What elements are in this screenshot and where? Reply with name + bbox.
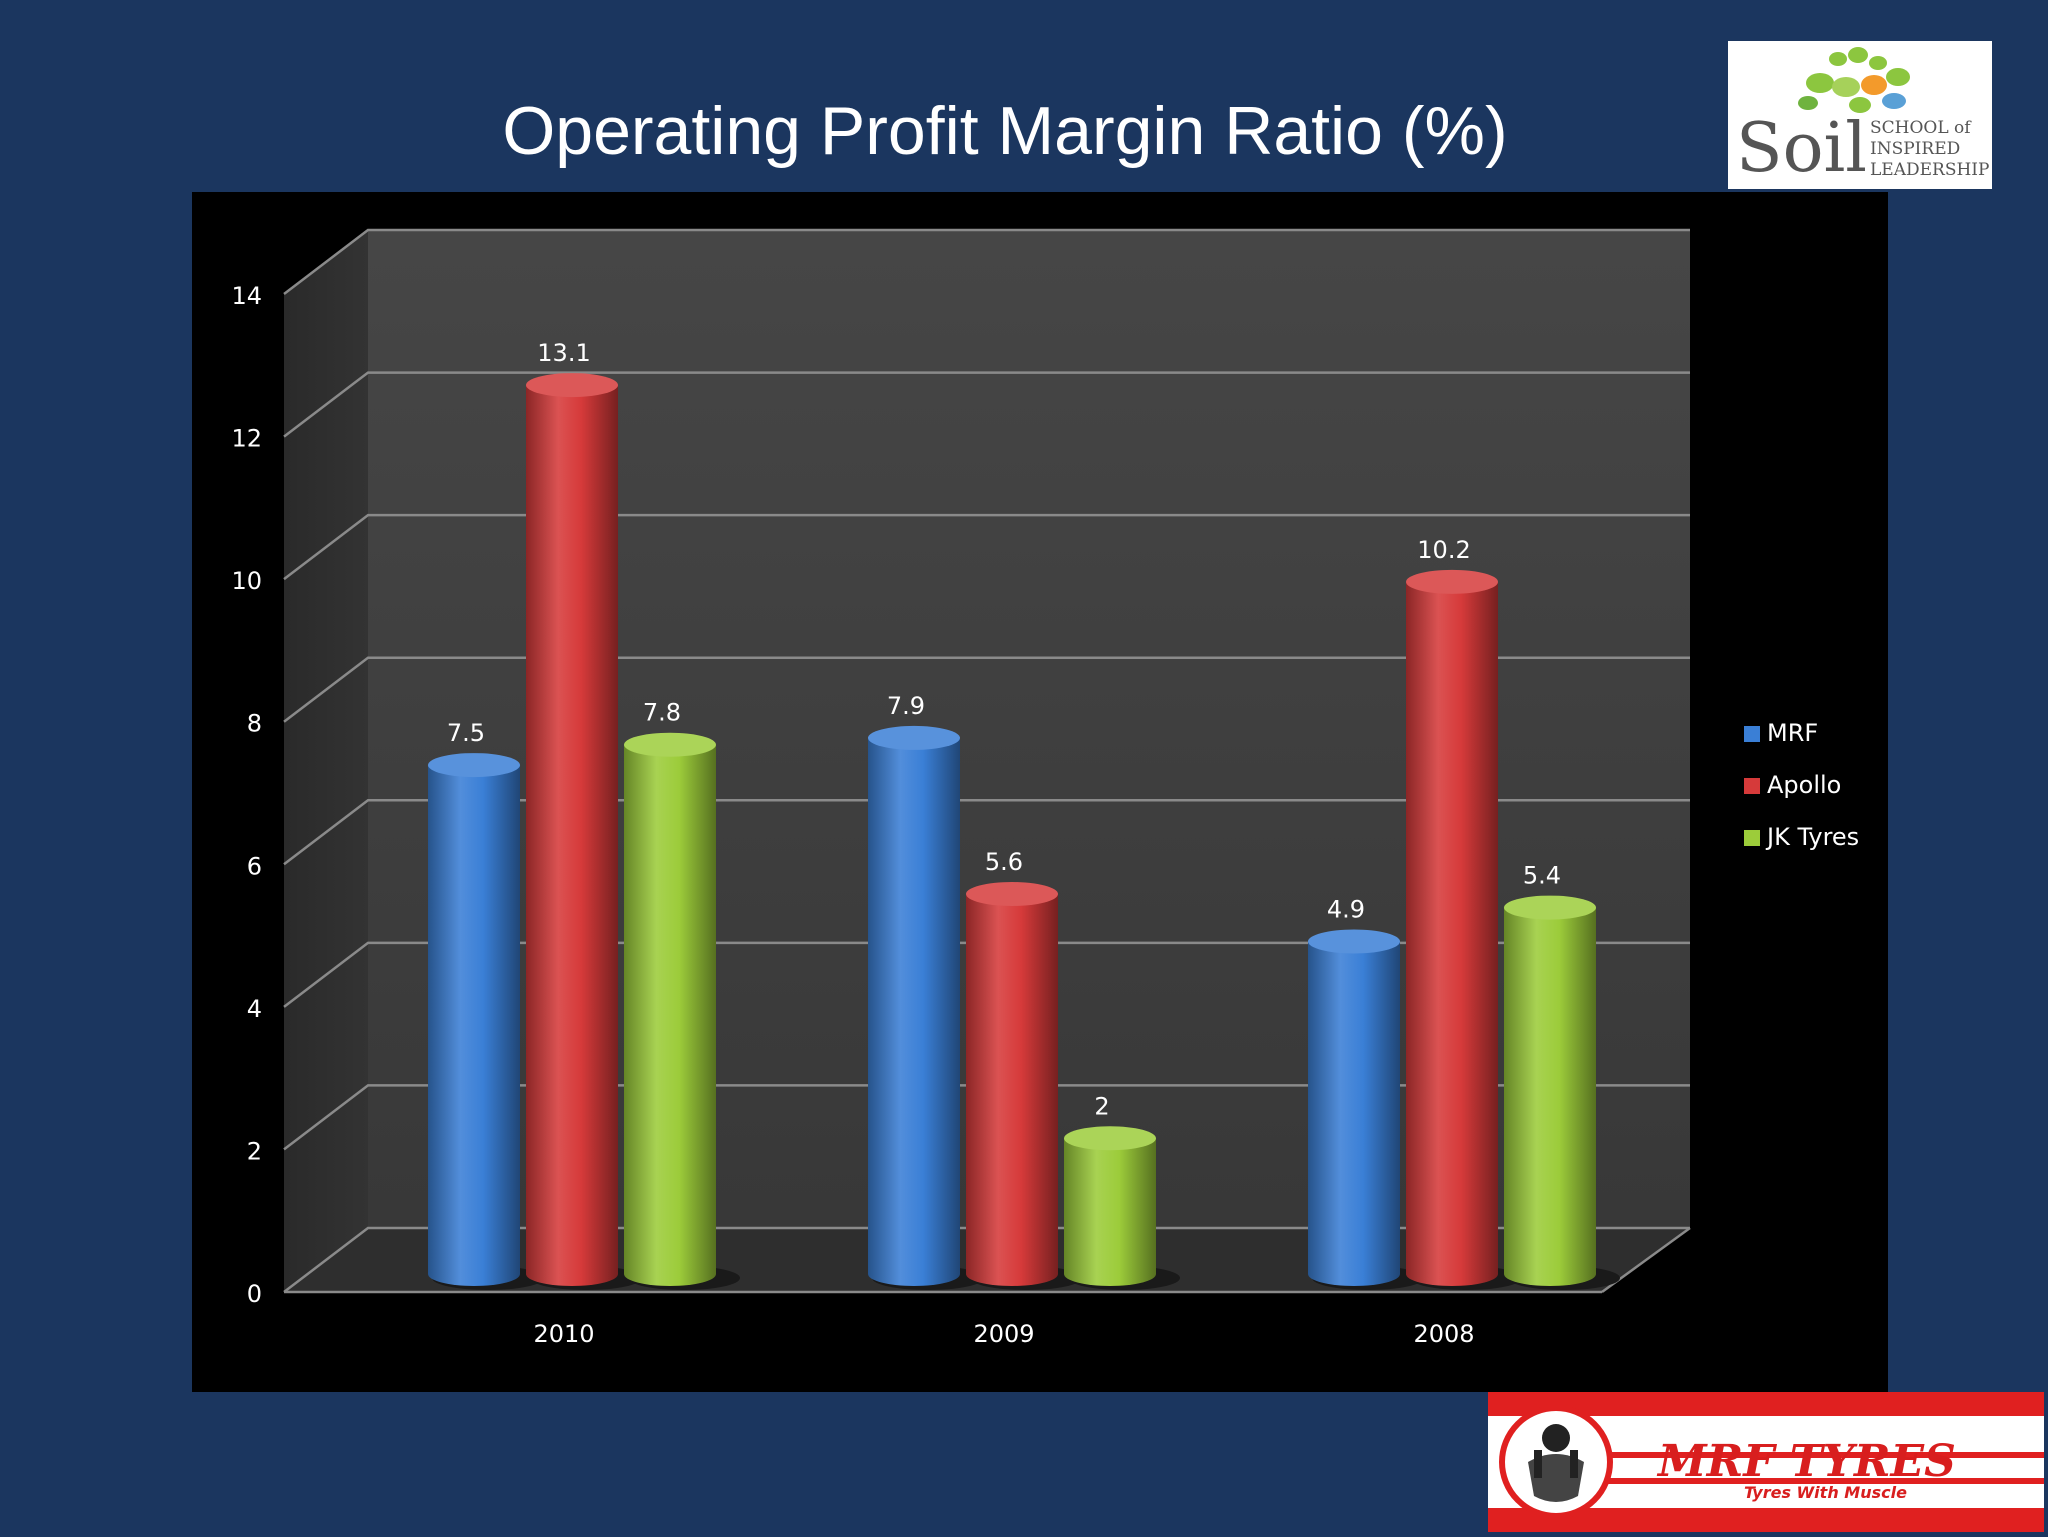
bar-top	[868, 725, 960, 750]
legend-label: JK Tyres	[1765, 823, 1859, 851]
y-tick-label: 0	[247, 1280, 262, 1308]
bar-top	[1406, 569, 1498, 594]
x-tick-label: 2009	[973, 1320, 1034, 1348]
bar-top	[624, 732, 716, 757]
grid-line	[283, 371, 1690, 438]
slide-title: Operating Profit Margin Ratio (%)	[502, 93, 1508, 169]
bar	[1064, 1138, 1156, 1286]
data-label: 2	[1094, 1092, 1109, 1120]
x-tick-label: 2008	[1413, 1320, 1474, 1348]
legend-swatch	[1744, 726, 1760, 742]
soil-line-3: LEADERSHIP	[1870, 160, 1989, 180]
data-label: 4.9	[1327, 896, 1365, 924]
legend-label: MRF	[1767, 719, 1818, 747]
chart-side-wall	[284, 230, 368, 1292]
bar-top	[1308, 929, 1400, 954]
mrf-tagline: Tyres With Muscle	[1744, 1483, 1907, 1502]
soil-line-2: INSPIRED	[1870, 139, 1960, 159]
data-label: 7.9	[887, 692, 925, 720]
legend-label: Apollo	[1767, 771, 1841, 799]
mrf-brand: MRF TYRES	[1656, 1436, 1956, 1487]
bar	[868, 737, 960, 1286]
data-label: 10.2	[1417, 536, 1470, 564]
mrf-logo-graphic: MRF TYRES Tyres With Muscle	[1488, 1392, 2044, 1532]
data-label: 5.6	[985, 848, 1023, 876]
x-tick-label: 2010	[533, 1320, 594, 1348]
bar	[1406, 581, 1498, 1286]
legend-swatch	[1744, 830, 1760, 846]
bar	[966, 894, 1058, 1286]
data-label: 7.8	[643, 699, 681, 727]
grid-line	[283, 228, 1690, 295]
grid-line	[283, 1226, 1690, 1293]
grid-line	[283, 1084, 1690, 1151]
bar-top	[526, 373, 618, 398]
soil-line-1: SCHOOL of	[1870, 118, 1972, 138]
muscleman-icon	[1528, 1424, 1584, 1502]
legend-swatch	[1744, 778, 1760, 794]
grid-line	[283, 656, 1690, 723]
bar-top	[966, 882, 1058, 906]
bar-top	[1504, 895, 1596, 920]
y-tick-label: 2	[247, 1137, 262, 1165]
bar	[428, 765, 520, 1286]
y-tick-label: 6	[247, 852, 262, 880]
soil-tree-icon: Soil SCHOOL of INSPIRED LEADERSHIP	[1736, 47, 1989, 188]
grid-line	[283, 941, 1690, 1008]
bar-top	[1064, 1126, 1156, 1151]
grid-line	[283, 799, 1690, 866]
mrf-tyres-logo: MRF TYRES Tyres With Muscle	[1488, 1392, 2044, 1532]
bar	[526, 385, 618, 1286]
data-label: 13.1	[537, 339, 590, 367]
y-tick-label: 12	[231, 425, 262, 453]
data-label: 7.5	[447, 719, 485, 747]
y-tick-label: 4	[247, 995, 262, 1023]
bar	[1504, 907, 1596, 1286]
bar-top	[428, 753, 520, 778]
y-tick-label: 8	[247, 710, 262, 738]
y-tick-label: 14	[231, 282, 262, 310]
y-tick-label: 10	[231, 567, 262, 595]
grid-line	[283, 513, 1690, 581]
chart-panel: 0 2 4 6 8 10 12 14 7.5 13.1 7.8 7.9 5.6 2 4.9 10.2 5.4 …	[192, 192, 1888, 1392]
bar	[624, 744, 716, 1286]
data-label: 5.4	[1523, 862, 1561, 890]
soil-logo: Soil SCHOOL of INSPIRED LEADERSHIP	[1728, 41, 1992, 189]
bar	[1308, 941, 1400, 1286]
soil-wordmark: Soil	[1736, 109, 1867, 188]
